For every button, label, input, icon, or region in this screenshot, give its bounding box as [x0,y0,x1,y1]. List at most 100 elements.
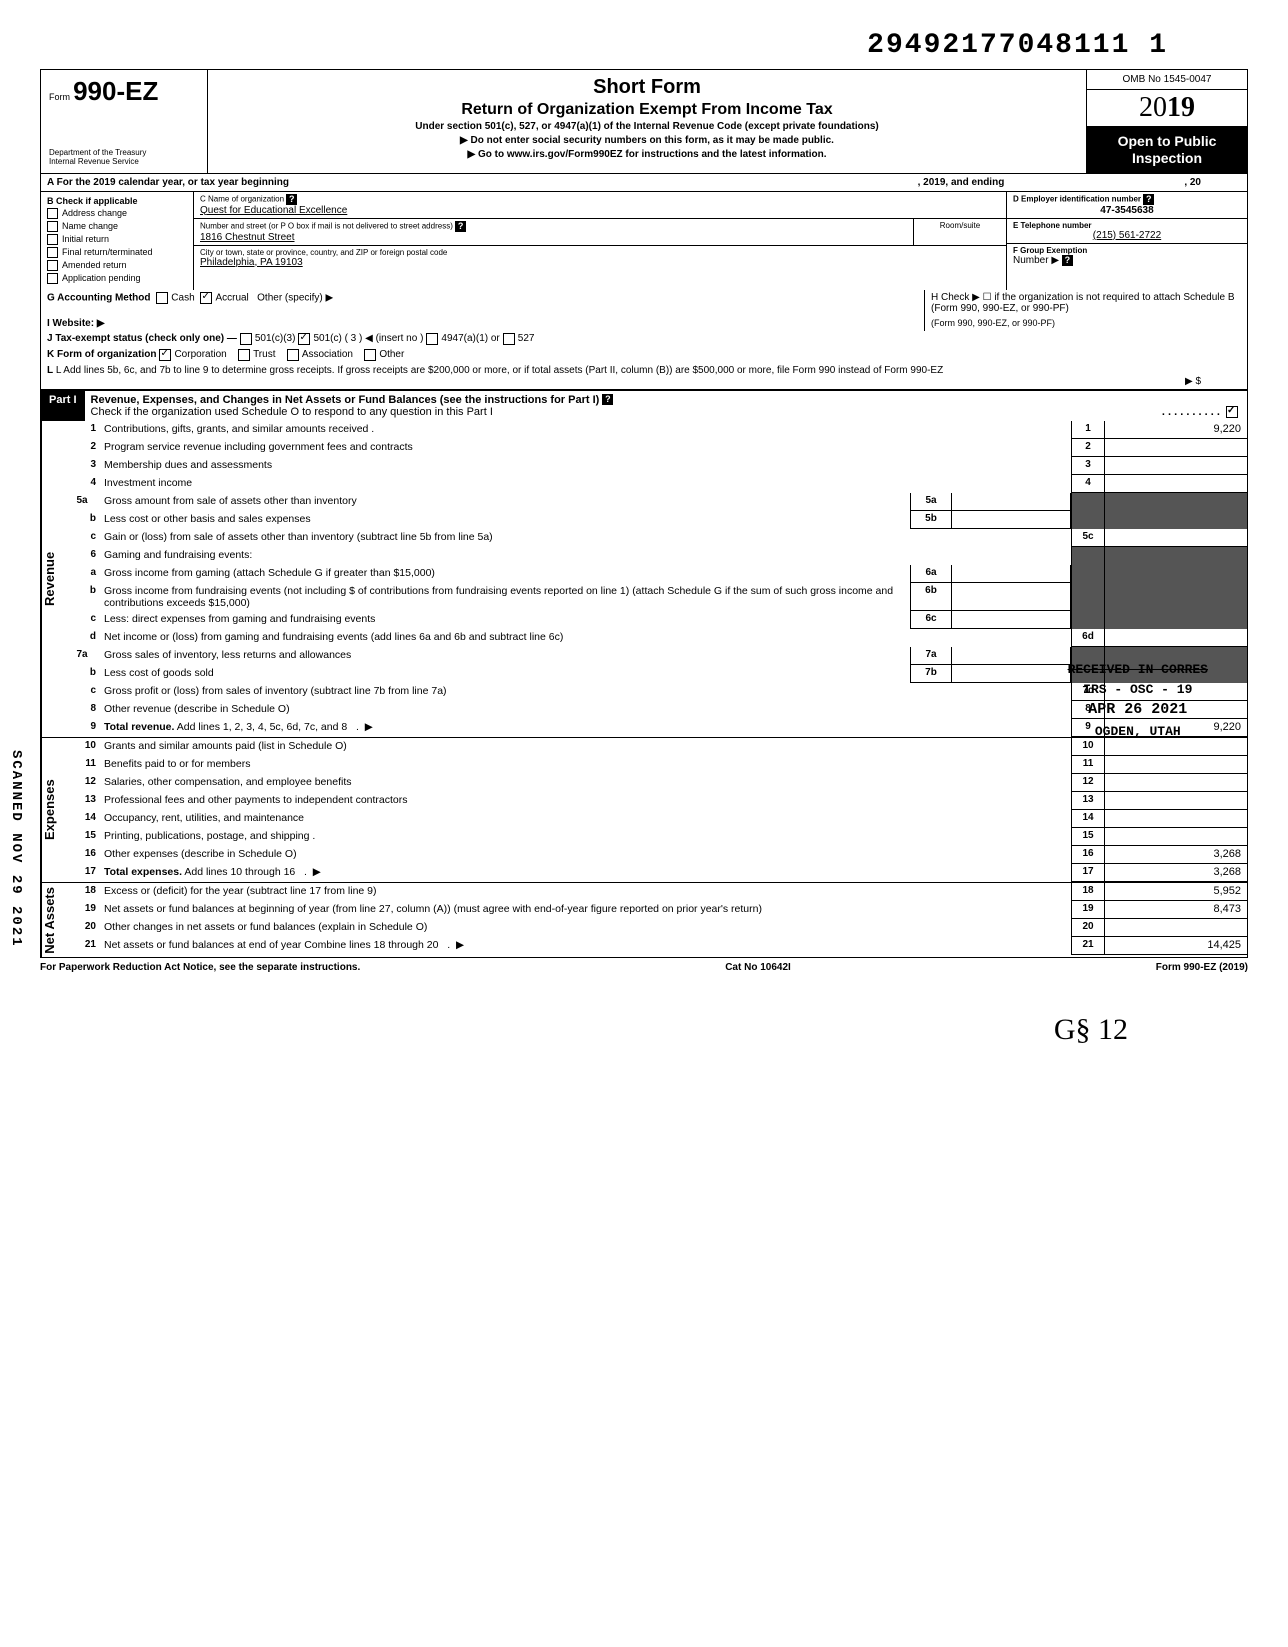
form-header: Form 990-EZ Department of the Treasury I… [40,69,1248,173]
group-exempt-label: F Group Exemption [1013,246,1241,255]
addr-label: Number and street (or P O box if mail is… [200,221,453,230]
check-label: Initial return [62,234,109,244]
line-value [1104,475,1247,493]
accrual-checkbox[interactable] [200,292,212,304]
check-amended-return[interactable] [47,260,58,271]
line-value [1104,629,1247,647]
line-text: Professional fees and other payments to … [100,792,1071,810]
line-num: a [64,565,100,583]
501c3-checkbox[interactable] [240,333,252,345]
schedule-o-checkbox[interactable] [1226,406,1238,418]
check-label: Address change [62,208,127,218]
line-num: 8 [64,701,100,719]
right-line-num: 15 [1071,828,1104,846]
shaded-cell [1104,583,1247,611]
other-checkbox[interactable] [364,349,376,361]
right-line-num: 2 [1071,439,1104,457]
row-i-h2: I Website: ▶ (Form 990, 990-EZ, or 990-P… [40,316,1248,331]
check-final-return-terminated[interactable] [47,247,58,258]
line-num: 11 [64,756,100,774]
line-text: Less cost of goods sold [100,665,910,683]
line-text: Gross amount from sale of assets other t… [100,493,910,511]
4947-checkbox[interactable] [426,333,438,345]
row-j: J Tax-exempt status (check only one) — 5… [40,331,1248,347]
row-l: L L Add lines 5b, 6c, and 7b to line 9 t… [40,363,1248,390]
line-text: Printing, publications, postage, and shi… [100,828,1071,846]
mid-value [952,511,1071,529]
right-line-num: 19 [1071,901,1104,919]
line-num: 14 [64,810,100,828]
line-num: c [64,529,100,547]
page-footer: For Paperwork Reduction Act Notice, see … [40,958,1248,973]
line-text: Net income or (loss) from gaming and fun… [100,629,1071,647]
check-name-change[interactable] [47,221,58,232]
mid-value [952,565,1071,583]
line-text: Gain or (loss) from sale of assets other… [100,529,1071,547]
527-checkbox[interactable] [503,333,515,345]
check-label: Name change [62,221,118,231]
instruction-1: ▶ Do not enter social security numbers o… [218,135,1076,146]
check-initial-return[interactable] [47,234,58,245]
cash-checkbox[interactable] [156,292,168,304]
line-text: Gross income from gaming (attach Schedul… [100,565,910,583]
instruction-2: ▶ Go to www.irs.gov/Form990EZ for instru… [218,149,1076,160]
right-line-num: 3 [1071,457,1104,475]
line-value [1104,810,1247,828]
check-application-pending[interactable] [47,273,58,284]
shaded-cell [1104,565,1247,583]
line-value: 14,425 [1104,937,1247,955]
mid-value [952,493,1071,511]
line-num: 6 [64,547,100,565]
line-text: Other expenses (describe in Schedule O) [100,846,1071,864]
right-line-num: 13 [1071,792,1104,810]
mid-line-num: 7b [910,665,952,683]
line-num: b [64,583,100,611]
trust-checkbox[interactable] [238,349,250,361]
line-value [1104,828,1247,846]
check-address-change[interactable] [47,208,58,219]
help-icon: ? [1062,255,1073,266]
line-value [1104,774,1247,792]
part-1-header: Part I Revenue, Expenses, and Changes in… [40,390,1248,421]
line-text: Occupancy, rent, utilities, and maintena… [100,810,1071,828]
row-k: K Form of organization Corporation Trust… [40,347,1248,363]
check-label: Application pending [62,273,141,283]
form-ref: Form 990-EZ (2019) [1156,962,1248,973]
right-line-num: 17 [1071,864,1104,882]
signature-mark: G§ 12 [40,1013,1248,1047]
shaded-cell [1071,511,1104,529]
line-value [1104,756,1247,774]
line-num: 7a [64,647,100,665]
shaded-cell [1071,611,1104,629]
expenses-side-label: Expenses [41,738,64,882]
shaded-cell [1104,493,1247,511]
line-num: 4 [64,475,100,493]
corp-checkbox[interactable] [159,349,171,361]
paperwork-notice: For Paperwork Reduction Act Notice, see … [40,962,360,973]
shaded-cell [1071,493,1104,511]
mid-line-num: 6c [910,611,952,629]
line-num: 20 [64,919,100,937]
line-text: Less cost or other basis and sales expen… [100,511,910,529]
line-num: 2 [64,439,100,457]
line-num: 18 [64,883,100,901]
identity-grid: B Check if applicable Address change Name… [40,191,1248,290]
room-suite-label: Room/suite [914,219,1006,245]
col-b-label: B Check if applicable [47,196,187,206]
right-line-num: 21 [1071,937,1104,955]
right-line-num: 6d [1071,629,1104,647]
help-icon: ? [602,394,613,405]
ein-label: D Employer identification number [1013,194,1141,203]
tax-year: 2019 [1087,90,1247,127]
document-id: 29492177048111 1 [40,30,1248,61]
line-value: 3,268 [1104,846,1247,864]
dept-line-2: Internal Revenue Service [49,158,199,167]
501c-checkbox[interactable] [298,333,310,345]
line-text: Less: direct expenses from gaming and fu… [100,611,910,629]
assoc-checkbox[interactable] [287,349,299,361]
form-prefix: Form [49,92,70,102]
scanned-stamp: SCANNED NOV 29 2021 [8,750,24,948]
tel-label: E Telephone number [1013,221,1241,230]
shaded-cell [1071,565,1104,583]
line-value: 9,220 [1104,421,1247,439]
